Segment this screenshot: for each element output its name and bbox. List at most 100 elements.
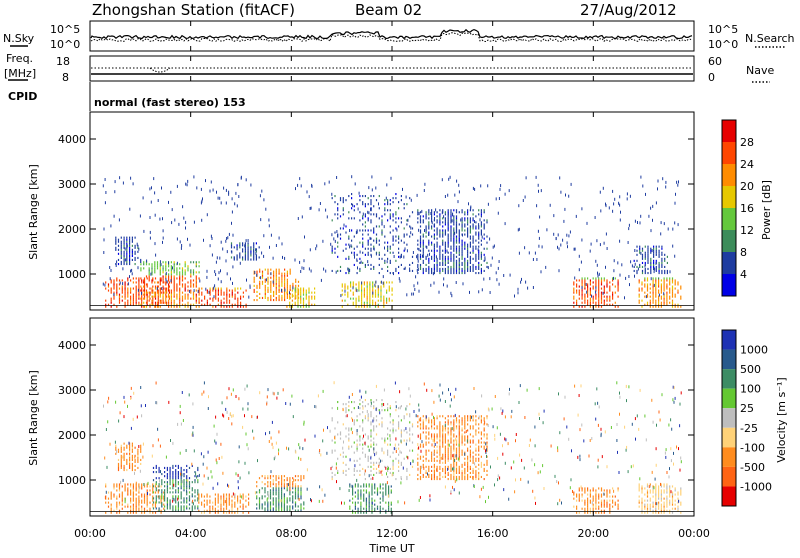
power-cell-scatter (559, 247, 560, 250)
power-cell (207, 290, 208, 292)
power-cell (250, 254, 251, 256)
power-cell (163, 275, 164, 277)
power-cell (475, 268, 476, 270)
velocity-cell (655, 489, 656, 491)
power-cell (358, 286, 359, 288)
power-cell (655, 306, 656, 308)
power-cell (379, 217, 380, 219)
power-cell-scatter (248, 296, 249, 299)
power-cell (390, 215, 391, 217)
power-cell (314, 298, 315, 300)
power-cell (473, 225, 474, 227)
power-cell-scatter (600, 243, 601, 246)
power-cell-scatter (470, 206, 471, 209)
power-cell (345, 232, 346, 234)
power-cell (149, 269, 150, 271)
power-cell (193, 273, 194, 275)
power-cell (119, 302, 120, 304)
power-cell (431, 272, 432, 274)
velocity-cell (368, 417, 369, 419)
velocity-cell (132, 449, 133, 451)
velocity-cell (360, 506, 361, 508)
power-cell (470, 238, 471, 240)
velocity-cell (287, 489, 288, 491)
velocity-cell (108, 502, 109, 504)
velocity-cell (655, 492, 656, 494)
power-cell (448, 238, 449, 240)
power-cell-scatter (430, 212, 431, 215)
velocity-cell (431, 425, 432, 427)
power-cell (119, 288, 120, 290)
velocity-cell (448, 444, 449, 446)
velocity-cell (365, 415, 366, 417)
power-cell (370, 229, 371, 231)
power-cell (286, 292, 287, 294)
power-cell (445, 258, 446, 260)
power-cell-scatter (417, 269, 418, 272)
power-cell (658, 298, 659, 300)
power-cell (281, 273, 282, 275)
velocity-cell (371, 500, 372, 502)
power-cell (284, 277, 285, 279)
power-cell (279, 285, 280, 287)
velocity-cell (226, 502, 227, 504)
power-cell (659, 268, 660, 270)
velocity-cell (218, 498, 219, 500)
velocity-cell (439, 429, 440, 431)
power-cell (453, 248, 454, 250)
power-cell (475, 225, 476, 227)
power-cell (248, 248, 249, 250)
velocity-cell (153, 491, 154, 493)
velocity-cell (348, 405, 349, 407)
power-cell (125, 286, 126, 288)
velocity-cell (680, 487, 681, 489)
velocity-cell (439, 415, 440, 417)
velocity-cell (262, 507, 263, 509)
velocity-cell (334, 450, 335, 452)
velocity-cell (598, 506, 599, 508)
power-cell-scatter (536, 204, 537, 207)
velocity-cell (144, 498, 145, 500)
power-cell-scatter (227, 236, 228, 239)
power-cell (423, 215, 424, 217)
power-cell (609, 286, 610, 288)
power-cell (129, 261, 130, 263)
power-cell (434, 236, 435, 238)
power-cell (367, 290, 368, 292)
power-cell (369, 302, 370, 304)
power-cell (453, 250, 454, 252)
velocity-cell (579, 487, 580, 489)
power-cell (439, 229, 440, 231)
velocity-cell (108, 492, 109, 494)
velocity-cell (428, 474, 429, 476)
velocity-cell (276, 491, 277, 493)
power-cell (176, 283, 177, 285)
velocity-cell (601, 494, 602, 496)
power-cell (151, 267, 152, 269)
velocity-cell (647, 500, 648, 502)
power-cell (456, 211, 457, 213)
power-cell (221, 288, 222, 290)
power-cell (270, 277, 271, 279)
power-cell (358, 300, 359, 302)
power-cell-scatter (448, 212, 449, 215)
power-cell (332, 248, 333, 250)
power-cell (127, 300, 128, 302)
power-cell (160, 279, 161, 281)
power-cell (386, 290, 387, 292)
velocity-cell (122, 498, 123, 500)
power-cell-scatter (219, 257, 220, 260)
power-cell (584, 283, 585, 285)
power-cell (677, 292, 678, 294)
power-cell (295, 281, 296, 283)
velocity-cell (170, 473, 171, 475)
power-cell (143, 281, 144, 283)
velocity-cell (215, 498, 216, 500)
power-cell (151, 300, 152, 302)
power-cell (462, 240, 463, 242)
power-cell (380, 294, 381, 296)
velocity-cell (256, 491, 257, 493)
power-cell (606, 300, 607, 302)
velocity-cell (359, 458, 360, 460)
power-cell (190, 279, 191, 281)
